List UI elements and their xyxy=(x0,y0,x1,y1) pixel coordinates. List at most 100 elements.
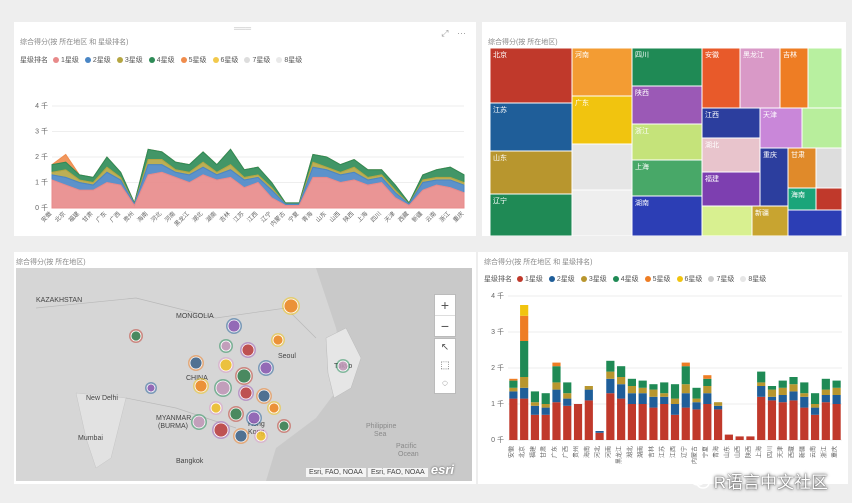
zoom-in-button[interactable]: + xyxy=(440,297,450,313)
treemap-tile[interactable] xyxy=(571,95,633,145)
bar-segment-1[interactable] xyxy=(563,405,572,440)
bar-segment-4[interactable] xyxy=(617,366,626,377)
treemap-tile[interactable] xyxy=(807,47,843,109)
bar-segment-1[interactable] xyxy=(617,398,626,440)
map-bubble[interactable] xyxy=(247,411,261,425)
bar-segment-3[interactable] xyxy=(584,386,593,390)
map-bubble[interactable] xyxy=(236,368,252,384)
bar-segment-3[interactable] xyxy=(530,402,540,406)
map-bubble[interactable] xyxy=(215,380,231,396)
treemap-tile[interactable] xyxy=(631,159,703,197)
bar-segment-4[interactable] xyxy=(530,391,540,403)
bar-segment-1[interactable] xyxy=(649,407,658,440)
map-bubble[interactable] xyxy=(255,430,267,442)
bar-segment-1[interactable] xyxy=(800,407,809,440)
bar-segment-3[interactable] xyxy=(606,371,615,379)
legend-item[interactable]: 2星级 xyxy=(548,274,575,284)
bar-segment-2[interactable] xyxy=(638,393,647,404)
bar-segment-4[interactable] xyxy=(692,387,701,399)
map-bubble[interactable] xyxy=(229,407,243,421)
bar-segment-3[interactable] xyxy=(800,393,809,397)
bar-segment-2[interactable] xyxy=(821,395,830,403)
treemap-tile[interactable] xyxy=(701,205,753,236)
rect-select-icon[interactable]: ⬚ xyxy=(440,360,450,371)
area-series-1[interactable] xyxy=(51,171,465,209)
bar-segment-2[interactable] xyxy=(606,378,615,394)
bar-segment-5[interactable] xyxy=(552,362,561,367)
bar-chart-panel[interactable]: 综合得分(按 所在地区 和 星级排名) 星级排名 1星级 2星级 3星级 4星级 5星级… xyxy=(478,252,848,484)
bar-segment-1[interactable] xyxy=(584,400,593,440)
bar-segment-4[interactable] xyxy=(638,380,647,388)
bar-segment-1[interactable] xyxy=(832,404,841,440)
bar-segment-1[interactable] xyxy=(606,393,615,440)
bar-segment-2[interactable] xyxy=(552,389,561,403)
map-bubble[interactable] xyxy=(239,386,253,400)
legend-item[interactable]: 3星级 xyxy=(580,274,607,284)
legend-item[interactable]: 1星级 xyxy=(517,274,543,284)
focus-mode-icon[interactable]: ⤢ xyxy=(441,28,449,38)
legend-item[interactable]: 4星级 xyxy=(612,274,639,284)
bar-segment-2[interactable] xyxy=(627,393,636,404)
treemap-tile[interactable] xyxy=(489,102,573,152)
bar-segment-2[interactable] xyxy=(595,431,604,433)
bar-segment-4[interactable] xyxy=(563,382,572,394)
bar-segment-2[interactable] xyxy=(660,396,669,404)
bar-segment-4[interactable] xyxy=(800,382,809,394)
map-bubble[interactable] xyxy=(220,340,232,352)
treemap-tile[interactable] xyxy=(571,143,633,191)
bar-segment-4[interactable] xyxy=(703,378,712,386)
bar-segment-4[interactable] xyxy=(552,366,561,383)
bar-segment-3[interactable] xyxy=(832,387,841,395)
treemap-tile[interactable] xyxy=(571,189,633,236)
bar-segment-3[interactable] xyxy=(541,404,550,408)
lasso-select-icon[interactable]: ◌ xyxy=(442,378,448,389)
legend-item[interactable]: 7星级 xyxy=(244,55,270,65)
bar-segment-3[interactable] xyxy=(681,384,690,394)
more-options-icon[interactable]: ··· xyxy=(457,28,466,38)
map-bubble[interactable] xyxy=(219,358,233,372)
map-bubble[interactable] xyxy=(130,330,142,342)
treemap-tile[interactable] xyxy=(815,147,843,189)
map-bubble[interactable] xyxy=(337,360,349,372)
map-bubble[interactable] xyxy=(234,429,248,443)
treemap-tile[interactable] xyxy=(787,209,843,236)
bar-segment-4[interactable] xyxy=(627,378,636,386)
map-bubble[interactable] xyxy=(259,361,273,375)
bar-segment-1[interactable] xyxy=(778,402,787,440)
bar-segment-3[interactable] xyxy=(778,387,787,395)
area-chart-panel[interactable]: ═══ ⤢ ··· 综合得分(按 所在地区 和 星级排名) 星级排名 1星级 2星… xyxy=(14,22,476,236)
bar-segment-1[interactable] xyxy=(724,434,733,440)
legend-item[interactable]: 2星级 xyxy=(84,55,111,65)
bar-segment-4[interactable] xyxy=(832,380,841,388)
bar-segment-1[interactable] xyxy=(660,404,669,440)
bar-segment-4[interactable] xyxy=(821,378,830,390)
legend-item[interactable]: 1星级 xyxy=(53,55,79,65)
bar-chart[interactable]: 0 千 1 千 2 千 3 千 4 千安徽 北京 福建 甘肃 广东 广西 贵州 海南 河北 河南 黑龙江 湖北… xyxy=(478,252,848,484)
bar-segment-2[interactable] xyxy=(800,396,809,408)
map-bubble[interactable] xyxy=(268,402,280,414)
bar-segment-3[interactable] xyxy=(821,389,830,395)
bar-segment-1[interactable] xyxy=(735,436,744,440)
bar-segment-4[interactable] xyxy=(520,341,529,377)
map-bubble[interactable] xyxy=(213,422,229,438)
treemap-tile[interactable] xyxy=(631,47,703,87)
legend-item[interactable]: 4星级 xyxy=(148,55,175,65)
treemap-tile[interactable] xyxy=(815,187,843,211)
map-bubble[interactable] xyxy=(194,379,208,393)
bar-segment-2[interactable] xyxy=(563,398,572,406)
bar-segment-2[interactable] xyxy=(520,387,529,399)
bar-segment-2[interactable] xyxy=(778,395,787,403)
bar-segment-4[interactable] xyxy=(660,382,669,394)
bar-segment-3[interactable] xyxy=(520,377,529,388)
bar-segment-1[interactable] xyxy=(692,409,701,440)
bar-segment-1[interactable] xyxy=(757,396,766,440)
legend-item[interactable]: 6星级 xyxy=(212,55,238,65)
bar-segment-2[interactable] xyxy=(757,386,766,397)
treemap-tile[interactable] xyxy=(631,123,703,161)
bar-segment-1[interactable] xyxy=(530,414,540,440)
treemap-tile[interactable] xyxy=(489,47,573,104)
bar-segment-1[interactable] xyxy=(714,409,723,440)
treemap-tile[interactable] xyxy=(701,171,761,207)
